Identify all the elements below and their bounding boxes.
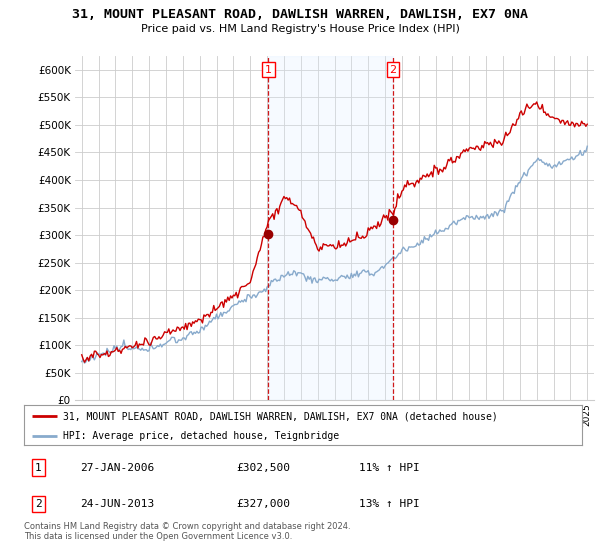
Text: 24-JUN-2013: 24-JUN-2013 <box>80 499 154 509</box>
Text: 1: 1 <box>35 463 42 473</box>
Text: Contains HM Land Registry data © Crown copyright and database right 2024.
This d: Contains HM Land Registry data © Crown c… <box>24 522 350 542</box>
Text: 31, MOUNT PLEASANT ROAD, DAWLISH WARREN, DAWLISH, EX7 0NA (detached house): 31, MOUNT PLEASANT ROAD, DAWLISH WARREN,… <box>63 411 498 421</box>
Text: 13% ↑ HPI: 13% ↑ HPI <box>359 499 419 509</box>
Text: £327,000: £327,000 <box>236 499 290 509</box>
Text: 1: 1 <box>265 64 272 74</box>
Text: 2: 2 <box>35 499 42 509</box>
Text: 31, MOUNT PLEASANT ROAD, DAWLISH WARREN, DAWLISH, EX7 0NA: 31, MOUNT PLEASANT ROAD, DAWLISH WARREN,… <box>72 8 528 21</box>
Bar <box>268 56 393 400</box>
Text: 2: 2 <box>389 64 397 74</box>
Text: Price paid vs. HM Land Registry's House Price Index (HPI): Price paid vs. HM Land Registry's House … <box>140 24 460 34</box>
Text: HPI: Average price, detached house, Teignbridge: HPI: Average price, detached house, Teig… <box>63 431 339 441</box>
Text: 27-JAN-2006: 27-JAN-2006 <box>80 463 154 473</box>
Text: 11% ↑ HPI: 11% ↑ HPI <box>359 463 419 473</box>
Text: £302,500: £302,500 <box>236 463 290 473</box>
